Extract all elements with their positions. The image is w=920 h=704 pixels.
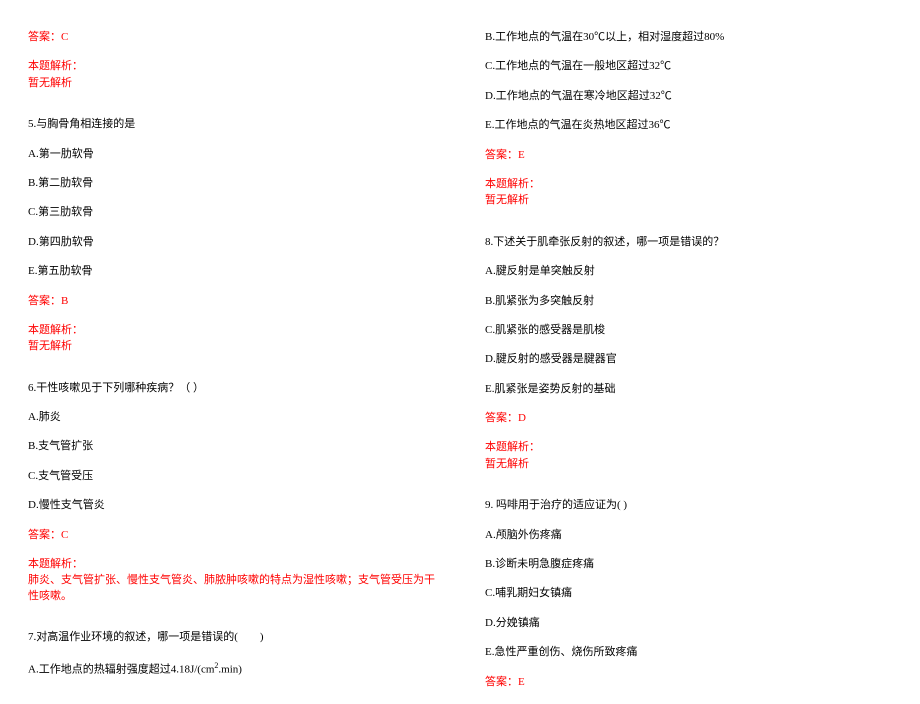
q8-option-b: B.肌紧张为多突触反射 — [485, 294, 892, 309]
q8-option-a: A.腱反射是单突触反射 — [485, 264, 892, 279]
q7-stem: 7.对高温作业环境的叙述，哪一项是错误的( ) — [28, 630, 435, 645]
q9-option-c: C.哺乳期妇女镇痛 — [485, 586, 892, 601]
q6-answer: 答案：C — [28, 528, 435, 543]
q7-answer: 答案：E — [485, 148, 892, 163]
q8-option-e: E.肌紧张是姿势反射的基础 — [485, 382, 892, 397]
right-column: B.工作地点的气温在30℃以上，相对湿度超过80% C.工作地点的气温在一般地区… — [485, 30, 892, 704]
q6-analysis-label: 本题解析： — [28, 557, 435, 572]
q7-a-pre: A.工作地点的热辐射强度超过4.18J/(cm — [28, 663, 214, 675]
q5-analysis-label: 本题解析： — [28, 323, 435, 338]
q7-analysis-text: 暂无解析 — [485, 193, 892, 208]
q4-analysis-text: 暂无解析 — [28, 76, 435, 91]
q5-option-e: E.第五肋软骨 — [28, 264, 435, 279]
two-column-layout: 答案：C 本题解析： 暂无解析 5.与胸骨角相连接的是 A.第一肋软骨 B.第二… — [28, 30, 892, 704]
q8-analysis-text: 暂无解析 — [485, 457, 892, 472]
q8-answer: 答案：D — [485, 411, 892, 426]
left-column: 答案：C 本题解析： 暂无解析 5.与胸骨角相连接的是 A.第一肋软骨 B.第二… — [28, 30, 435, 704]
q8-option-d: D.腱反射的感受器是腱器官 — [485, 352, 892, 367]
q6-analysis-text: 肺炎、支气管扩张、慢性支气管炎、肺脓肿咳嗽的特点为湿性咳嗽；支气管受压为干性咳嗽… — [28, 573, 435, 604]
q7-option-a: A.工作地点的热辐射强度超过4.18J/(cm2.min) — [28, 660, 435, 678]
q9-option-e: E.急性严重创伤、烧伤所致疼痛 — [485, 645, 892, 660]
q9-option-a: A.颅脑外伤疼痛 — [485, 528, 892, 543]
q9-option-d: D.分娩镇痛 — [485, 616, 892, 631]
q5-option-c: C.第三肋软骨 — [28, 205, 435, 220]
q9-stem: 9. 吗啡用于治疗的适应证为( ) — [485, 498, 892, 513]
q8-option-c: C.肌紧张的感受器是肌梭 — [485, 323, 892, 338]
q7-option-e: E.工作地点的气温在炎热地区超过36℃ — [485, 118, 892, 133]
q6-option-c: C.支气管受压 — [28, 469, 435, 484]
q7-analysis-label: 本题解析： — [485, 177, 892, 192]
q8-stem: 8.下述关于肌牵张反射的叙述，哪一项是错误的？ — [485, 235, 892, 250]
q7-option-b: B.工作地点的气温在30℃以上，相对湿度超过80% — [485, 30, 892, 45]
q6-option-d: D.慢性支气管炎 — [28, 498, 435, 513]
q5-answer: 答案：B — [28, 294, 435, 309]
q6-stem: 6.干性咳嗽见于下列哪种疾病？（ ） — [28, 381, 435, 396]
q4-analysis-label: 本题解析： — [28, 59, 435, 74]
q8-analysis-label: 本题解析： — [485, 440, 892, 455]
q7-a-post: .min) — [218, 663, 242, 675]
q5-option-d: D.第四肋软骨 — [28, 235, 435, 250]
q6-option-b: B.支气管扩张 — [28, 439, 435, 454]
q4-answer: 答案：C — [28, 30, 435, 45]
q9-answer: 答案：E — [485, 675, 892, 690]
q5-analysis-text: 暂无解析 — [28, 339, 435, 354]
q7-option-c: C.工作地点的气温在一般地区超过32℃ — [485, 59, 892, 74]
q7-option-d: D.工作地点的气温在寒冷地区超过32℃ — [485, 89, 892, 104]
q5-option-a: A.第一肋软骨 — [28, 147, 435, 162]
q5-stem: 5.与胸骨角相连接的是 — [28, 117, 435, 132]
q6-option-a: A.肺炎 — [28, 410, 435, 425]
q9-option-b: B.诊断未明急腹症疼痛 — [485, 557, 892, 572]
q5-option-b: B.第二肋软骨 — [28, 176, 435, 191]
